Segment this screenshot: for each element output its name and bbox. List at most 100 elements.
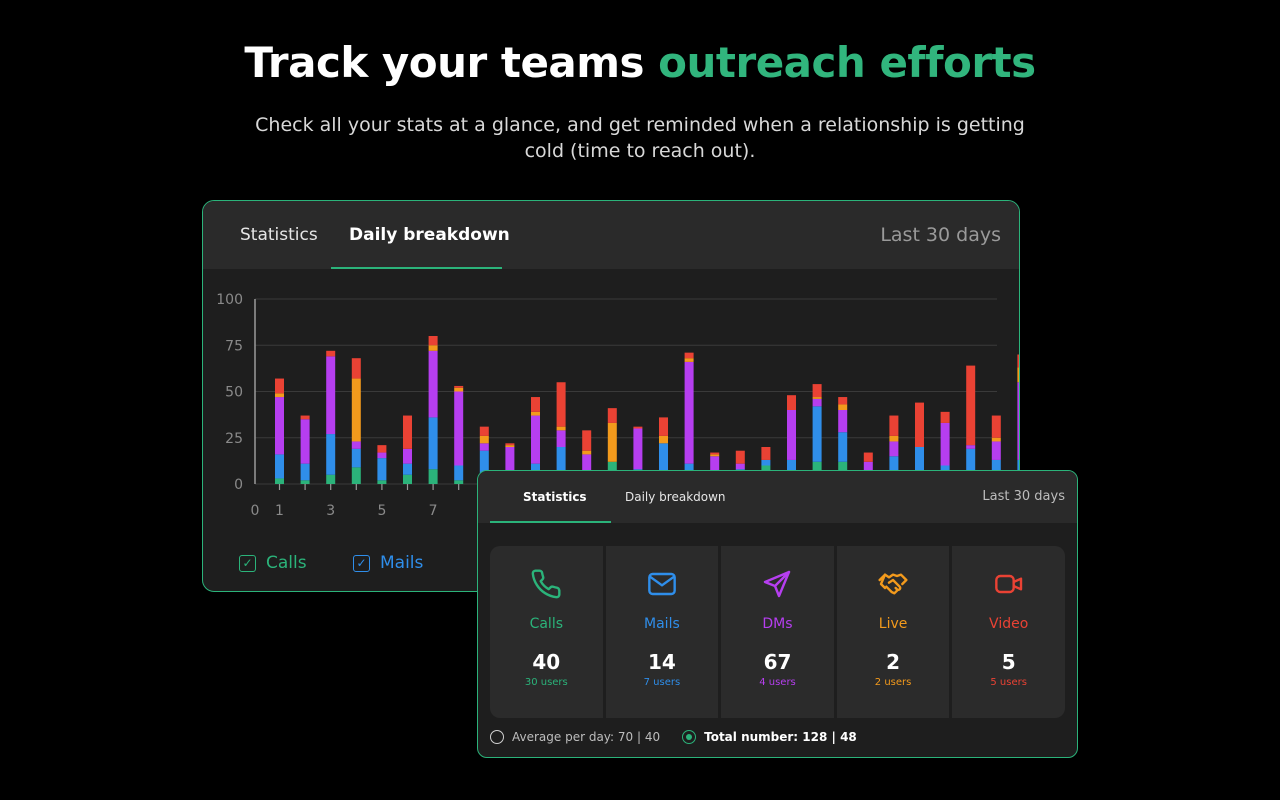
bar-segment-dms (582, 454, 592, 473)
bar-segment-dms (556, 430, 566, 447)
bar-segment-dms (940, 422, 950, 466)
bar-segment-video (582, 430, 592, 451)
bar-segment-dms (787, 410, 796, 460)
bar-segment-live (428, 345, 438, 351)
bar-segment-live (659, 435, 668, 444)
date-range-selector[interactable]: Last 30 days (982, 489, 1065, 504)
tab-statistics[interactable]: Statistics (240, 225, 318, 245)
legend-mails[interactable]: ✓ Mails (353, 551, 423, 575)
bar-segment-live (479, 435, 489, 444)
bar-segment-dms (684, 361, 694, 464)
bar-segment-mails (351, 448, 361, 468)
bar-segment-video (403, 415, 412, 449)
total-label[interactable]: Total number: 128 | 48 (704, 730, 857, 744)
bar-segment-dms (1017, 382, 1019, 460)
bar-segment-video (633, 426, 643, 429)
bar-segment-dms (428, 350, 438, 418)
send-icon (764, 570, 791, 598)
bar-segment-mails (377, 458, 387, 481)
checkbox-mails[interactable]: ✓ (353, 554, 370, 572)
date-range-selector[interactable]: Last 30 days (880, 224, 1001, 246)
bar-segment-video (428, 336, 438, 346)
bar-segment-video (607, 408, 617, 423)
bar-segment-dms (838, 410, 848, 433)
bar-segment-video (326, 350, 336, 357)
bar-segment-video (966, 365, 976, 446)
bar-segment-calls (326, 474, 336, 484)
bar-segment-mails (761, 459, 771, 466)
bar-segment-live (812, 397, 822, 399)
bar-segment-video (838, 397, 848, 405)
bar-segment-mails (812, 406, 822, 462)
statistics-card: Statistics Daily breakdown Last 30 days … (477, 470, 1078, 758)
bar-segment-mails (659, 443, 668, 484)
bar-segment-live (710, 454, 720, 457)
bar-segment-live (582, 450, 592, 455)
tab-daily-breakdown[interactable]: Daily breakdown (625, 490, 726, 504)
stat-label: Live (878, 616, 908, 632)
bar-segment-dms (479, 443, 489, 451)
legend-calls[interactable]: ✓ Calls (239, 551, 307, 575)
bar-segment-video (377, 445, 387, 453)
y-tick-label: 50 (225, 385, 243, 401)
y-tick-label: 0 (234, 477, 243, 493)
bar-segment-video (505, 443, 515, 446)
bar-segment-mails (326, 434, 336, 475)
stat-label: Mails (644, 616, 680, 632)
bar-segment-video (991, 415, 1001, 438)
average-label[interactable]: Average per day: 70 | 40 (512, 730, 661, 744)
phone-icon (531, 569, 561, 599)
bar-segment-mails (966, 448, 976, 484)
bar-segment-mails (403, 463, 412, 475)
bar-segment-video (556, 382, 566, 427)
stat-value: 67 (763, 650, 792, 674)
metric-toggle: Average per day: 70 | 40 Total number: 1… (490, 729, 857, 745)
bar-segment-mails (838, 432, 848, 462)
bar-segment-dms (505, 447, 515, 479)
bar-segment-live (556, 426, 566, 431)
stat-live: Live 2 2 users (836, 546, 950, 718)
bar-segment-mails (275, 454, 284, 479)
subheadline: Check all your stats at a glance, and ge… (255, 114, 1025, 162)
bar-segment-video (531, 397, 540, 412)
bar-segment-calls (403, 474, 412, 484)
stat-label: Video (989, 616, 1029, 632)
bar-segment-live (838, 404, 848, 410)
bar-segment-dms (275, 397, 284, 455)
bar-segment-mails (479, 450, 489, 484)
bar-segment-mails (915, 447, 924, 484)
bar-segment-video (684, 352, 694, 359)
bar-segment-mails (300, 463, 310, 481)
bar-segment-dms (812, 398, 822, 407)
bar-segment-calls (300, 480, 310, 484)
bar-segment-video (915, 402, 924, 447)
stat-users: 2 users (874, 677, 912, 688)
tab-bar: Statistics Daily breakdown Last 30 days (478, 471, 1077, 523)
bar-segment-dms (531, 415, 540, 464)
video-icon (994, 574, 1022, 594)
checkbox-calls[interactable]: ✓ (239, 554, 256, 572)
x-tick-label: 3 (326, 503, 335, 519)
bar-segment-dms (633, 428, 643, 470)
bar-segment-video (479, 426, 489, 436)
legend-mails-label: Mails (380, 553, 424, 573)
stat-value: 40 (532, 650, 561, 674)
radio-average[interactable] (490, 730, 504, 744)
bar-segment-calls (275, 478, 284, 484)
x-tick-label: 5 (377, 503, 386, 519)
bar-segment-live (1017, 367, 1019, 383)
stat-calls: Calls 40 30 users (490, 546, 603, 718)
bar-segment-video (710, 452, 720, 455)
stat-mails: Mails 14 7 users (605, 546, 719, 718)
bar-segment-video (787, 395, 796, 410)
bar-segment-dms (326, 356, 336, 435)
bar-segment-calls (377, 480, 387, 484)
stat-users: 4 users (759, 677, 796, 688)
tab-statistics[interactable]: Statistics (523, 490, 587, 504)
stat-label: Calls (529, 616, 564, 632)
radio-total[interactable] (682, 730, 697, 744)
bar-segment-live (454, 387, 464, 392)
bar-segment-dms (889, 441, 899, 457)
bar-segment-video (275, 378, 284, 394)
tab-daily-breakdown[interactable]: Daily breakdown (349, 225, 510, 245)
